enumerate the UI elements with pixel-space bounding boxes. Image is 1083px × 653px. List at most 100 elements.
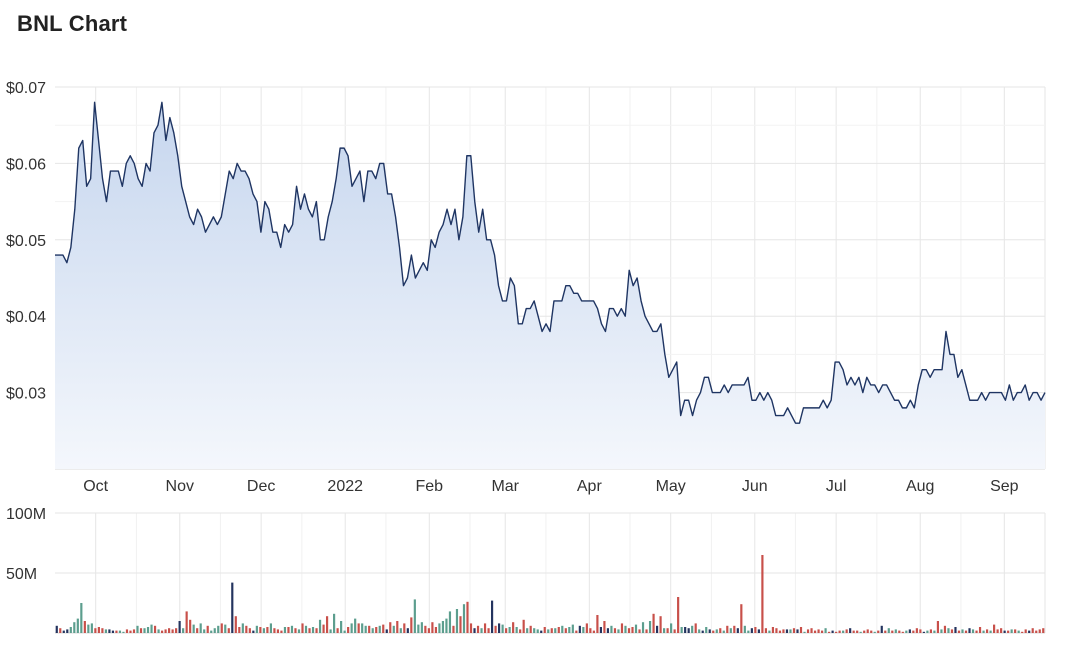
- volume-bar: [863, 630, 866, 633]
- x-tick-label: Oct: [83, 478, 108, 495]
- volume-bar: [845, 629, 848, 633]
- volume-bar: [684, 627, 687, 633]
- volume-bar: [252, 630, 255, 633]
- volume-bar: [55, 625, 58, 633]
- volume-bar: [311, 627, 315, 633]
- price-area: [55, 102, 1045, 469]
- volume-bar: [901, 631, 904, 633]
- volume-bar: [641, 622, 645, 633]
- volume-bar: [589, 628, 592, 633]
- volume-bar: [73, 622, 76, 633]
- volume-bar: [849, 628, 852, 633]
- volume-bar: [638, 629, 641, 633]
- volume-bar: [290, 625, 294, 633]
- volume-bar: [673, 629, 676, 633]
- volume-bar: [522, 619, 525, 633]
- volume-bar: [315, 628, 318, 633]
- volume-bar: [726, 625, 729, 633]
- volume-bar: [817, 629, 820, 633]
- volume-bar: [989, 630, 992, 633]
- volume-bar: [634, 624, 638, 633]
- volume-bar: [554, 628, 557, 633]
- volume-bar: [810, 628, 813, 633]
- volume-bar: [540, 630, 543, 633]
- volume-bar: [434, 627, 437, 633]
- volume-bar: [417, 624, 420, 633]
- volume-bar: [403, 623, 406, 633]
- volume-bar: [750, 628, 753, 633]
- volume-bar: [996, 629, 999, 633]
- volume-bar: [125, 629, 129, 633]
- volume-bar: [866, 629, 869, 633]
- volume-bar: [157, 629, 160, 633]
- volume-bar: [199, 623, 202, 633]
- x-tick-label: Mar: [491, 478, 519, 495]
- x-tick-label: May: [656, 478, 686, 495]
- volume-bar: [663, 628, 666, 633]
- volume-bar: [203, 629, 206, 633]
- volume-bar: [361, 623, 364, 633]
- volume-bar: [371, 628, 374, 633]
- volume-bar: [231, 582, 234, 633]
- volume-bar: [891, 630, 894, 633]
- volume-bar: [357, 623, 360, 633]
- volume-bar: [424, 625, 427, 633]
- volume-bar: [771, 627, 775, 633]
- volume-bar: [480, 628, 483, 633]
- volume-bar: [431, 622, 434, 633]
- volume-bar: [543, 627, 546, 633]
- volume-bar: [1010, 629, 1013, 633]
- volume-bar: [722, 630, 725, 633]
- volume-bar: [143, 628, 146, 633]
- volume-bar: [533, 628, 536, 633]
- volume-bar: [964, 630, 968, 633]
- volume-bar: [585, 623, 588, 633]
- volume-bar: [483, 623, 487, 633]
- volume-bar: [185, 611, 188, 633]
- volume-bar: [782, 629, 785, 633]
- volume-bar: [870, 630, 873, 633]
- price-y-tick-label: $0.05: [6, 233, 46, 250]
- volume-bar: [743, 625, 746, 633]
- volume-bar: [459, 616, 462, 633]
- volume-bar: [217, 625, 220, 633]
- volume-bar: [550, 628, 553, 633]
- volume-bar: [813, 630, 817, 633]
- volume-bar: [961, 629, 964, 633]
- volume-bar: [940, 629, 943, 633]
- volume-bar: [210, 630, 213, 633]
- volume-bar: [666, 628, 669, 633]
- volume-bar: [322, 624, 325, 633]
- volume-bar: [382, 624, 385, 633]
- volume-bar: [262, 628, 265, 633]
- x-tick-label: Aug: [906, 478, 934, 495]
- volume-bar: [761, 555, 764, 633]
- volume-bar: [406, 628, 409, 633]
- volume-bar: [859, 631, 862, 633]
- volume-bar: [508, 627, 511, 633]
- volume-bar: [164, 629, 167, 633]
- x-tick-label: Jul: [826, 478, 846, 495]
- volume-bar: [333, 613, 336, 633]
- volume-bar: [445, 618, 448, 633]
- volume-bar: [599, 627, 602, 633]
- volume-bar: [785, 629, 789, 633]
- volume-bar: [691, 625, 694, 633]
- volume-bar: [129, 630, 132, 633]
- volume-bar: [427, 628, 430, 633]
- volume-bar: [389, 622, 392, 633]
- volume-bar: [582, 627, 585, 633]
- volume-bar: [571, 624, 574, 633]
- x-tick-label: Feb: [416, 478, 444, 495]
- volume-bar: [343, 630, 346, 633]
- volume-bar: [922, 631, 925, 633]
- volume-bar: [529, 625, 532, 633]
- volume-bar: [610, 625, 613, 633]
- volume-bar: [824, 628, 827, 633]
- volume-bar: [557, 627, 560, 633]
- x-tick-label: Dec: [247, 478, 275, 495]
- x-tick-label: Nov: [166, 478, 194, 495]
- volume-bar: [473, 628, 476, 633]
- volume-bar: [329, 629, 332, 633]
